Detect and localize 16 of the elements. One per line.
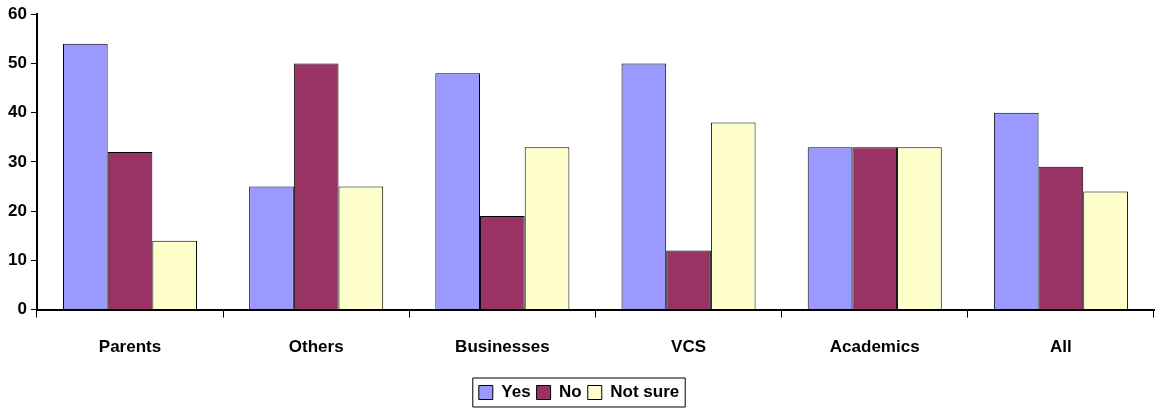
x-tick-label: Academics bbox=[829, 337, 920, 357]
y-tick-label: 20 bbox=[7, 200, 27, 220]
legend-label: No bbox=[559, 382, 582, 402]
x-tick-label: All bbox=[1050, 337, 1072, 357]
x-tick-label: Businesses bbox=[455, 337, 550, 357]
y-tick-label: 50 bbox=[7, 53, 27, 73]
x-tick-label: Others bbox=[288, 337, 344, 357]
y-tick-label: 10 bbox=[7, 250, 27, 270]
y-tick-label: 0 bbox=[17, 299, 27, 319]
y-tick-label: 30 bbox=[7, 151, 27, 171]
y-tick-label: 60 bbox=[7, 3, 27, 23]
x-tick-label: VCS bbox=[671, 337, 707, 357]
y-tick-label: 40 bbox=[7, 102, 27, 122]
legend-label: Not sure bbox=[610, 382, 680, 402]
x-tick-label: Parents bbox=[98, 337, 162, 357]
legend-label: Yes bbox=[501, 382, 531, 402]
